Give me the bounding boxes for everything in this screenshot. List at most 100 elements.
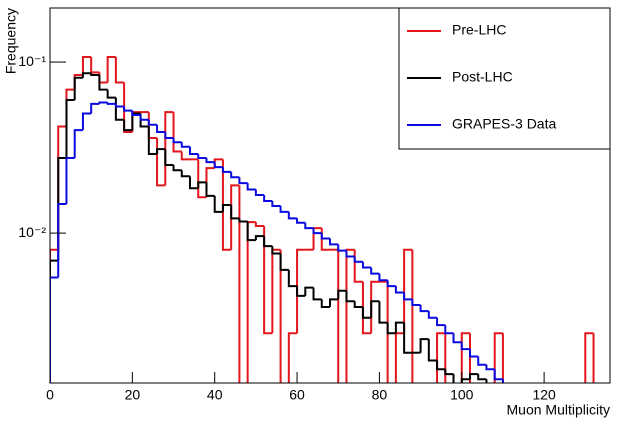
histogram-bin xyxy=(65,99,75,158)
histogram-bin xyxy=(106,89,116,99)
histogram-bin xyxy=(329,298,339,307)
plot-area xyxy=(50,56,595,383)
histogram-bin xyxy=(263,195,273,203)
x-axis-label: Muon Multiplicity xyxy=(507,402,610,418)
histogram-bin xyxy=(263,226,273,335)
histogram-bin xyxy=(403,248,413,334)
histogram-bin xyxy=(156,148,166,155)
histogram-bin xyxy=(353,256,363,263)
histogram-bin xyxy=(436,360,446,371)
histogram-bin xyxy=(246,183,256,191)
histogram-bin xyxy=(361,281,372,335)
histogram-bin xyxy=(180,151,190,161)
histogram-bin xyxy=(205,182,215,197)
histogram-bin xyxy=(197,154,207,159)
histogram-bin xyxy=(493,369,503,381)
histogram-bin xyxy=(279,249,282,383)
y-tick-label: 10⁻¹ xyxy=(18,53,46,69)
legend-label: Pre-LHC xyxy=(452,22,506,38)
histogram-bin xyxy=(50,259,59,383)
histogram-bin xyxy=(394,321,405,334)
histogram-bin xyxy=(254,235,265,241)
histogram-bin xyxy=(320,299,330,308)
histogram-bin xyxy=(213,195,223,213)
histogram-bin xyxy=(156,124,166,134)
histogram-bin xyxy=(238,177,248,185)
histogram-bin xyxy=(205,157,215,164)
histogram-bin xyxy=(50,276,59,383)
histogram-bin xyxy=(469,373,479,380)
histogram-bin xyxy=(312,228,322,235)
histogram-bin xyxy=(444,369,454,376)
histogram-bin xyxy=(81,56,92,76)
histogram-bin xyxy=(254,189,265,197)
histogram-bin xyxy=(477,374,487,381)
histogram-bin xyxy=(361,261,372,269)
histogram-bin xyxy=(230,184,240,250)
histogram-bin xyxy=(90,73,100,77)
histogram-bin xyxy=(394,286,405,294)
x-tick-label: 20 xyxy=(125,387,141,403)
histogram-bin xyxy=(444,333,447,383)
histogram-bin xyxy=(90,57,100,74)
histogram-bin xyxy=(419,305,429,313)
histogram-bin xyxy=(378,273,388,282)
histogram-bin xyxy=(427,339,438,362)
histogram-bin xyxy=(427,311,438,319)
histogram-bin xyxy=(370,300,380,318)
histogram-bin xyxy=(287,211,298,220)
histogram-bin xyxy=(370,267,380,275)
histogram-bin xyxy=(501,333,504,383)
histogram-bin xyxy=(296,218,306,224)
histogram-bin xyxy=(147,119,158,126)
histogram-bin xyxy=(452,374,455,383)
histogram-bin xyxy=(230,171,240,179)
histogram-bin xyxy=(139,115,149,121)
histogram-bin xyxy=(221,204,232,212)
histogram-bin xyxy=(172,112,182,153)
legend-label: GRAPES-3 Data xyxy=(452,116,556,132)
x-tick-label: 120 xyxy=(532,387,556,403)
frame xyxy=(49,7,611,384)
legend-label: Post-LHC xyxy=(452,69,513,85)
histogram-bin xyxy=(147,126,158,156)
histogram-bin xyxy=(197,181,207,189)
histogram-bin xyxy=(411,299,421,307)
histogram-bin xyxy=(114,103,125,108)
y-tick-label: 10⁻² xyxy=(18,224,46,240)
histogram-bin xyxy=(452,333,462,344)
histogram-bin xyxy=(238,185,241,383)
histogram-bin xyxy=(106,56,116,83)
histogram-bin xyxy=(114,57,125,84)
histogram-bin xyxy=(90,102,100,114)
histogram-bin xyxy=(477,356,487,366)
histogram-bin xyxy=(164,132,174,139)
histogram-bin xyxy=(98,101,108,104)
histogram-bin xyxy=(584,332,594,383)
histogram-bin xyxy=(345,250,355,258)
histogram-bin xyxy=(329,238,339,246)
histogram-bin xyxy=(287,332,298,383)
histogram-bin xyxy=(73,129,83,158)
histogram-bin xyxy=(98,75,108,91)
histogram-bin xyxy=(460,342,470,351)
histogram-bin xyxy=(221,167,232,173)
x-tick-label: 0 xyxy=(46,387,54,403)
histogram-bin xyxy=(123,119,133,132)
histogram-bin xyxy=(271,246,281,255)
histogram-bin xyxy=(419,338,429,353)
x-tick-label: 100 xyxy=(450,387,474,403)
histogram-bin xyxy=(403,292,413,301)
histogram-bin xyxy=(238,218,248,223)
histogram-bin xyxy=(312,287,322,301)
histogram-bin xyxy=(353,301,363,308)
histogram-bin xyxy=(337,244,347,252)
histogram-bin xyxy=(189,176,199,190)
histogram-bin xyxy=(386,280,396,288)
histogram-bin xyxy=(50,248,59,383)
histogram-bin xyxy=(213,162,223,169)
histogram-bin xyxy=(230,205,240,220)
histogram-bin xyxy=(337,289,347,300)
histogram-bin xyxy=(460,332,470,383)
